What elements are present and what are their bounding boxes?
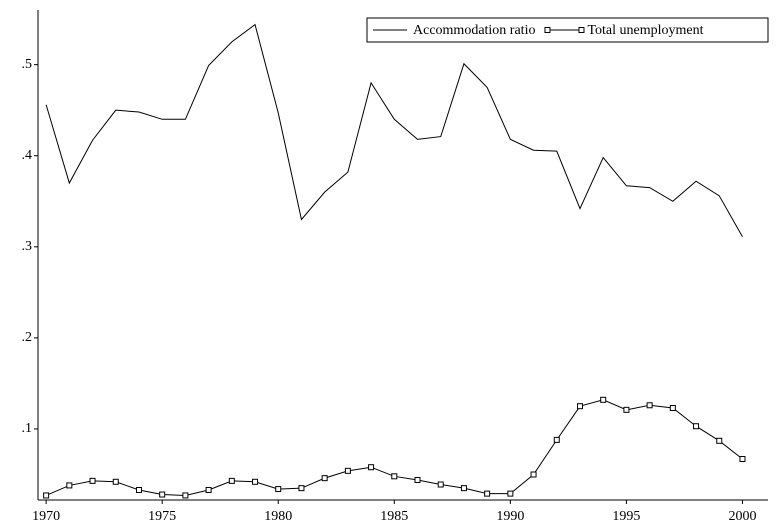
point-marker [182, 492, 189, 499]
series-line [45, 23, 743, 238]
point-marker [600, 396, 607, 403]
y-tick-label: .4 [22, 148, 33, 163]
x-tick-label: 1985 [380, 509, 408, 524]
x-tick-label: 2000 [728, 509, 756, 524]
point-marker [623, 406, 630, 413]
point-marker [646, 402, 653, 409]
point-marker [391, 473, 398, 480]
point-marker [530, 471, 537, 478]
point-marker [43, 492, 50, 499]
legend-marker [578, 27, 585, 33]
point-marker [414, 476, 421, 483]
point-marker [89, 477, 96, 484]
point-marker [66, 482, 73, 489]
point-marker [716, 437, 723, 444]
x-tick-label: 1970 [32, 509, 60, 524]
point-marker [135, 486, 142, 493]
point-marker [112, 478, 119, 485]
y-tick-label: .3 [22, 239, 33, 254]
legend-marker [544, 27, 551, 33]
point-marker [484, 490, 491, 497]
point-marker [739, 456, 746, 463]
point-marker [576, 403, 583, 410]
point-marker [252, 478, 259, 485]
point-marker [669, 405, 676, 412]
point-marker [228, 477, 235, 484]
point-marker [437, 481, 444, 488]
x-tick-label: 1975 [148, 509, 176, 524]
y-tick-label: .1 [22, 421, 33, 436]
point-marker [368, 464, 375, 471]
y-tick-label: .5 [22, 57, 33, 72]
point-marker [205, 486, 212, 493]
point-marker [553, 436, 560, 443]
x-tick-label: 1980 [264, 509, 292, 524]
point-marker [321, 475, 328, 482]
legend-label: Total unemployment [587, 23, 703, 38]
legend-label: Accommodation ratio [413, 23, 535, 38]
y-tick-label: .2 [22, 330, 33, 345]
series-line [45, 399, 743, 496]
point-marker [275, 486, 282, 493]
point-marker [298, 485, 305, 492]
point-marker [507, 490, 514, 497]
x-tick-label: 1990 [496, 509, 524, 524]
x-tick-label: 1995 [612, 509, 640, 524]
point-marker [344, 467, 351, 474]
point-marker [159, 491, 166, 498]
point-marker [693, 423, 700, 430]
point-marker [460, 485, 467, 492]
